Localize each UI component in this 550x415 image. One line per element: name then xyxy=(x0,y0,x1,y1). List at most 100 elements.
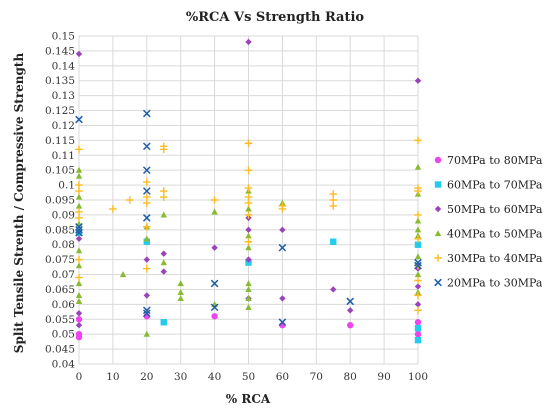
data-point xyxy=(211,244,218,251)
data-point xyxy=(75,214,83,222)
data-point xyxy=(414,283,422,290)
data-point xyxy=(414,336,422,344)
y-tick-label: 0.065 xyxy=(45,284,75,296)
data-point xyxy=(75,333,83,341)
data-point xyxy=(177,289,184,296)
data-point xyxy=(278,243,287,252)
legend-marker xyxy=(434,230,442,237)
data-point xyxy=(75,255,83,264)
legend: 70MPa to 80MPa 60MPa to 70MPa 50MPa to 60M… xyxy=(434,154,543,290)
data-point xyxy=(244,184,253,192)
data-point xyxy=(414,325,422,332)
series-4 xyxy=(75,136,422,315)
y-tick-label: 0.15 xyxy=(52,31,75,43)
legend-label: 60MPa to 70MPa xyxy=(447,179,543,192)
data-point xyxy=(75,225,83,234)
data-point xyxy=(414,187,422,195)
y-tick-label: 0.075 xyxy=(45,254,75,266)
legend-marker xyxy=(434,156,442,164)
data-point xyxy=(279,295,286,302)
data-point xyxy=(75,292,83,299)
data-point xyxy=(143,256,150,263)
axis-ticks: 0.04 0.045 0.05 0.055 0.06 0.065 0.07 0.075 0.08… xyxy=(45,31,428,384)
data-point xyxy=(143,235,150,242)
data-point xyxy=(160,250,167,257)
data-point xyxy=(245,256,252,263)
data-point xyxy=(143,330,150,337)
data-point xyxy=(414,301,422,308)
data-point xyxy=(142,309,151,318)
data-point xyxy=(329,202,338,210)
data-point xyxy=(75,202,83,209)
data-point xyxy=(414,253,422,260)
data-point xyxy=(142,214,151,222)
data-point xyxy=(211,313,218,320)
y-tick-label: 0.125 xyxy=(45,105,75,117)
data-point xyxy=(143,292,150,299)
data-point xyxy=(177,295,184,301)
x-tick-label: 70 xyxy=(310,371,323,383)
data-point xyxy=(75,166,83,173)
data-point xyxy=(245,244,252,251)
data-point xyxy=(126,196,134,204)
data-point xyxy=(75,316,83,323)
legend-label: 40MPa to 50MPa xyxy=(447,228,543,241)
data-point xyxy=(75,273,83,282)
data-point xyxy=(414,330,422,338)
x-tick-label: 30 xyxy=(174,371,187,383)
data-point xyxy=(244,166,253,174)
data-point xyxy=(245,205,252,212)
x-tick-label: 90 xyxy=(377,371,390,383)
data-point xyxy=(245,38,252,46)
data-point xyxy=(347,307,354,314)
y-tick-label: 0.04 xyxy=(52,359,76,371)
data-point xyxy=(143,199,151,207)
data-point xyxy=(142,166,151,175)
y-axis-label: Split Tensile Strenth / Compressive Stre… xyxy=(12,53,26,354)
x-axis-label: % RCA xyxy=(226,392,271,406)
y-tick-label: 0.095 xyxy=(45,195,75,207)
y-tick-label: 0.1 xyxy=(58,180,75,192)
y-tick-label: 0.135 xyxy=(45,75,75,87)
data-point xyxy=(142,187,151,195)
x-tick-label: 100 xyxy=(408,371,428,383)
y-tick-label: 0.06 xyxy=(52,299,76,311)
y-tick-label: 0.09 xyxy=(52,209,75,221)
legend-item: 40MPa to 50MPa xyxy=(434,228,543,241)
data-point xyxy=(75,297,83,304)
data-point xyxy=(414,211,422,219)
data-point xyxy=(143,264,151,273)
data-point xyxy=(414,306,422,315)
legend-marker xyxy=(434,278,442,287)
data-point xyxy=(245,232,252,239)
data-point xyxy=(244,211,253,219)
y-tick-label: 0.13 xyxy=(52,90,75,102)
data-point xyxy=(210,279,219,288)
data-point xyxy=(75,50,83,58)
legend-marker xyxy=(434,254,442,262)
series-0 xyxy=(75,313,422,341)
legend-item: 60MPa to 70MPa xyxy=(434,179,543,192)
data-point xyxy=(142,109,151,118)
data-point xyxy=(245,280,252,287)
data-point xyxy=(414,271,422,278)
x-tick-label: 60 xyxy=(276,371,289,383)
chart-title: %RCA Vs Strength Ratio xyxy=(186,10,365,25)
data-point xyxy=(75,115,83,124)
data-point xyxy=(159,193,168,201)
series-5 xyxy=(75,109,422,327)
x-tick-label: 80 xyxy=(344,371,357,383)
data-point xyxy=(414,234,422,243)
data-point xyxy=(143,223,151,231)
data-points xyxy=(75,38,422,344)
data-point xyxy=(75,247,83,254)
data-point xyxy=(347,322,354,329)
y-tick-label: 0.14 xyxy=(52,60,76,72)
data-point xyxy=(75,235,83,242)
legend-item: 30MPa to 40MPa xyxy=(434,252,543,265)
data-point xyxy=(346,297,355,306)
legend-item: 20MPa to 30MPa xyxy=(434,277,543,290)
data-point xyxy=(211,208,218,215)
